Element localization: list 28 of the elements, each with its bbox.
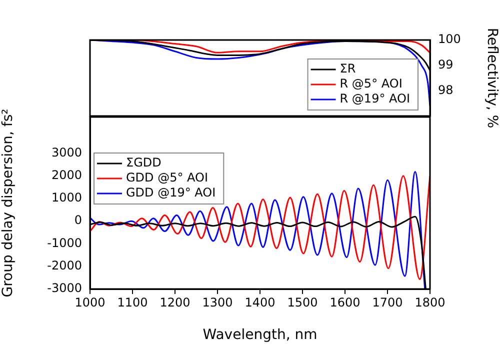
x-tick-label: 1200 xyxy=(160,295,190,310)
y-axis-title: Reflectivity, % xyxy=(484,28,500,128)
x-tick-label: 1600 xyxy=(330,295,360,310)
y-tick-label: 0 xyxy=(74,213,82,228)
x-tick-label: 1500 xyxy=(287,295,318,310)
legend-label: R @5° AOI xyxy=(340,76,402,91)
y-tick-label: -3000 xyxy=(47,281,82,296)
y-tick-label: 1000 xyxy=(51,190,82,205)
y-axis-title: Group delay dispersion, fs² xyxy=(0,108,16,298)
y-tick-label: 100 xyxy=(438,32,461,46)
legend-label: R @19° AOI xyxy=(340,92,410,106)
y-tick-label: 98 xyxy=(438,82,454,97)
y-tick-label: 99 xyxy=(438,57,454,72)
y-tick-label: 2000 xyxy=(51,168,82,182)
y-tick-label: -2000 xyxy=(47,258,82,272)
legend-label: GDD @5° AOI xyxy=(126,170,208,185)
y-tick-label: -1000 xyxy=(47,236,82,250)
x-tick-label: 1000 xyxy=(74,295,106,310)
x-tick-label: 1400 xyxy=(244,295,276,310)
x-tick-label: 1300 xyxy=(202,295,233,310)
legend-label: GDD @19° AOI xyxy=(126,186,216,200)
legend-label: ΣGDD xyxy=(126,156,162,170)
x-tick-label: 1700 xyxy=(372,295,403,310)
legend-label: ΣR xyxy=(340,62,356,76)
x-axis-title: Wavelength, nm xyxy=(202,327,318,344)
y-tick-label: 3000 xyxy=(51,145,82,160)
x-tick-label: 1100 xyxy=(117,295,148,310)
x-tick-label: 1800 xyxy=(414,295,446,310)
